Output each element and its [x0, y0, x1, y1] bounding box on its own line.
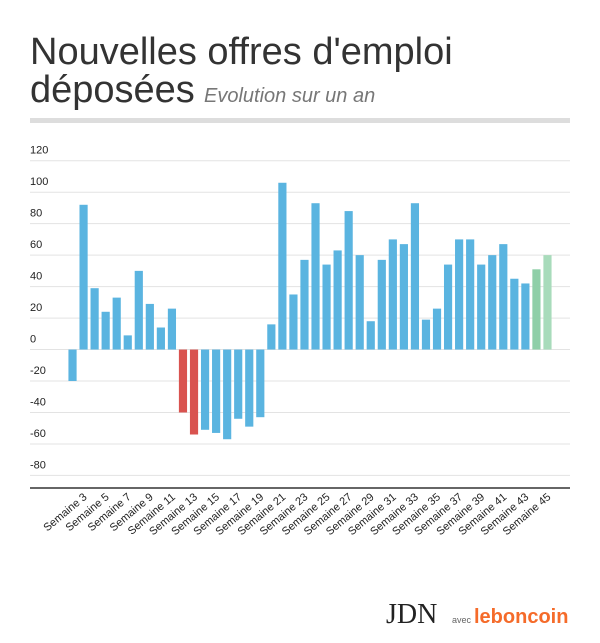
bar [134, 270, 143, 350]
brand-avec: avec [452, 615, 472, 625]
bar [377, 259, 386, 350]
bar [212, 349, 221, 433]
bar [532, 269, 541, 350]
chart-subtitle: Evolution sur un an [204, 85, 375, 107]
y-tick-label: -20 [30, 365, 46, 377]
bar [123, 335, 132, 350]
brand-partner: leboncoin [474, 606, 568, 628]
bar [355, 255, 364, 350]
bar [278, 182, 287, 350]
bar [466, 239, 475, 350]
bar [79, 204, 88, 350]
bar [311, 203, 320, 350]
bar [112, 297, 121, 350]
bar [477, 264, 486, 350]
bar [543, 255, 552, 350]
bar [289, 294, 298, 350]
title-rule [30, 118, 570, 123]
bar [322, 264, 331, 350]
bar [410, 203, 420, 350]
bar [234, 349, 243, 419]
bar [167, 308, 177, 350]
y-tick-label: -80 [30, 459, 46, 471]
y-tick-label: 60 [30, 239, 42, 251]
y-tick-label: 40 [30, 271, 42, 283]
bar [189, 349, 199, 435]
y-tick-label: 120 [30, 145, 48, 157]
bar [101, 311, 110, 350]
bar [510, 278, 519, 350]
bar [245, 349, 254, 427]
chart-title: Nouvelles offres d'emploi [30, 31, 453, 73]
bar [178, 349, 188, 413]
bar [145, 303, 154, 350]
bar [432, 308, 442, 350]
y-tick-label: 0 [30, 334, 36, 346]
bar [90, 288, 99, 350]
bar [499, 244, 508, 350]
bar [200, 349, 210, 430]
chart-title: déposées [30, 69, 195, 111]
brand-jdn: JDN [386, 599, 437, 630]
bar [488, 255, 497, 350]
bar [399, 244, 408, 350]
bar [366, 321, 375, 350]
bar [223, 349, 232, 440]
bar [256, 349, 265, 418]
bar [333, 250, 342, 350]
y-tick-label: 80 [30, 208, 42, 220]
bar [421, 319, 431, 350]
bar [521, 283, 530, 350]
bar [443, 264, 453, 350]
bar [267, 324, 276, 350]
y-tick-label: -60 [30, 428, 46, 440]
bar [156, 327, 165, 350]
y-tick-label: 20 [30, 302, 42, 314]
bar [300, 259, 309, 350]
bar [344, 211, 353, 350]
y-tick-label: 100 [30, 176, 48, 188]
bar [68, 349, 77, 382]
bar [388, 239, 397, 350]
bar [455, 239, 464, 350]
y-tick-label: -40 [30, 396, 46, 408]
